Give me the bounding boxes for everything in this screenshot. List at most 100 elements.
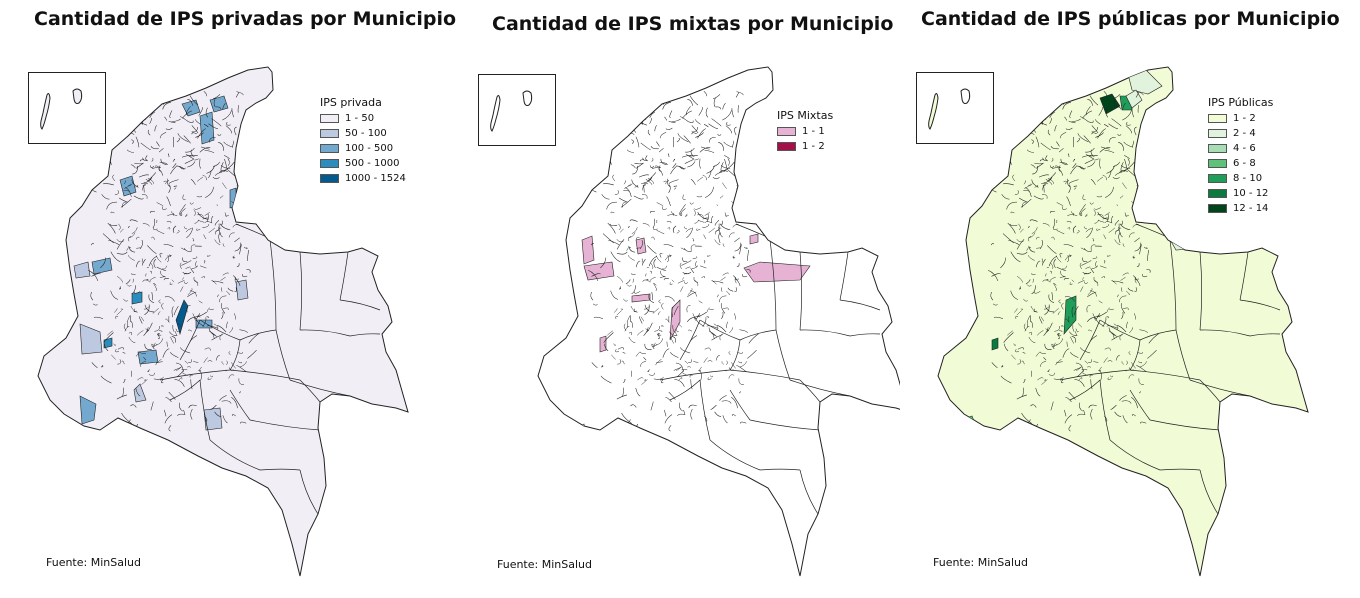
municipality-border — [238, 189, 248, 194]
municipality-border — [148, 294, 155, 303]
municipality-border — [746, 156, 756, 168]
legend-title: IPS privada — [320, 96, 382, 109]
municipality-border — [205, 107, 209, 118]
municipality-border — [1079, 212, 1083, 216]
municipality-border — [1035, 136, 1040, 148]
municipality-border — [650, 401, 654, 411]
municipality-border — [616, 239, 625, 250]
municipality-border — [242, 274, 248, 278]
municipality-border — [711, 280, 717, 285]
municipality-border — [143, 357, 147, 361]
municipality-border — [1028, 331, 1033, 336]
legend-item: 6 - 8 — [1208, 156, 1273, 171]
municipality-border — [739, 187, 749, 195]
municipality-border — [703, 234, 707, 240]
municipality-border — [677, 323, 682, 328]
municipality-border — [217, 294, 219, 298]
municipality-border — [170, 165, 178, 175]
municipality-border — [682, 110, 692, 119]
municipality-border — [1063, 180, 1067, 185]
municipality-border — [1020, 198, 1032, 208]
municipality-border — [1066, 221, 1072, 224]
municipality-border — [617, 347, 624, 350]
municipality-border — [164, 414, 173, 424]
municipality-border — [641, 194, 648, 199]
municipality-border — [699, 319, 741, 341]
municipality-border — [1041, 379, 1048, 385]
municipality-border — [703, 90, 707, 97]
municipality-border — [183, 281, 189, 284]
municipality-border — [1031, 273, 1036, 276]
municipality-border — [202, 217, 209, 220]
municipality-border — [644, 304, 650, 316]
municipality-border — [1035, 106, 1038, 114]
municipality-border — [636, 330, 644, 336]
municipality-border — [631, 273, 636, 276]
municipality-border — [630, 404, 637, 408]
municipality-border — [704, 212, 710, 216]
municipality-border — [678, 377, 683, 381]
municipality-border — [677, 413, 686, 417]
municipality-border — [1090, 149, 1095, 157]
municipality-border — [682, 194, 686, 201]
municipality-border — [1056, 255, 1062, 263]
municipality-border — [215, 354, 220, 361]
municipality-border — [1128, 374, 1135, 379]
municipality-border — [647, 369, 651, 372]
municipality-border — [702, 317, 707, 327]
municipality-border — [146, 322, 153, 333]
municipality-border — [145, 101, 153, 111]
municipality-border — [1072, 225, 1077, 233]
municipality-border — [130, 320, 133, 328]
municipality-border — [637, 107, 643, 117]
municipality-border — [1011, 115, 1022, 125]
municipality-border — [603, 183, 614, 186]
municipality-border — [726, 122, 731, 126]
municipality-border — [220, 164, 231, 169]
municipality-border — [216, 227, 222, 232]
municipality-border — [149, 117, 152, 124]
municipality-border — [180, 347, 191, 354]
municipality-border — [1023, 180, 1026, 185]
municipality-border — [746, 269, 751, 273]
municipality-border — [92, 147, 96, 158]
municipality-border — [106, 201, 118, 210]
municipality-border — [652, 344, 658, 346]
municipality-border — [1087, 288, 1093, 296]
municipality-border — [1041, 258, 1043, 263]
municipality-border — [1096, 195, 1102, 198]
municipality-border — [1027, 284, 1032, 287]
municipality-border — [163, 278, 169, 281]
municipality-border — [166, 196, 171, 207]
municipality-border — [1094, 207, 1102, 210]
municipality-border — [1139, 361, 1147, 368]
municipality-border — [107, 330, 113, 336]
municipality-border — [167, 179, 171, 188]
municipality-border — [130, 164, 136, 169]
municipality-border — [654, 326, 661, 332]
municipality-border — [655, 358, 662, 366]
municipality-border — [622, 201, 628, 208]
municipality-border — [722, 415, 728, 424]
municipality-border — [621, 360, 625, 365]
municipality-border — [1074, 379, 1085, 387]
municipality-border — [669, 331, 678, 336]
municipality-border — [653, 376, 664, 380]
municipality-border — [214, 229, 220, 235]
municipality-border — [1129, 339, 1141, 371]
municipality-border — [642, 259, 646, 266]
municipality-border — [1086, 305, 1091, 313]
municipality-border — [737, 192, 741, 199]
municipality-border — [998, 141, 1001, 146]
municipality-border — [615, 349, 619, 353]
municipality-border — [1113, 97, 1116, 108]
municipality-border — [152, 308, 159, 314]
municipality-border — [1043, 176, 1053, 184]
municipality-border — [745, 192, 748, 198]
municipality-border — [1057, 332, 1060, 336]
municipality-border — [656, 255, 662, 263]
municipality-border — [1104, 150, 1115, 154]
municipality-border — [712, 161, 720, 168]
municipality-border — [156, 141, 160, 147]
municipality-border — [1007, 222, 1016, 234]
